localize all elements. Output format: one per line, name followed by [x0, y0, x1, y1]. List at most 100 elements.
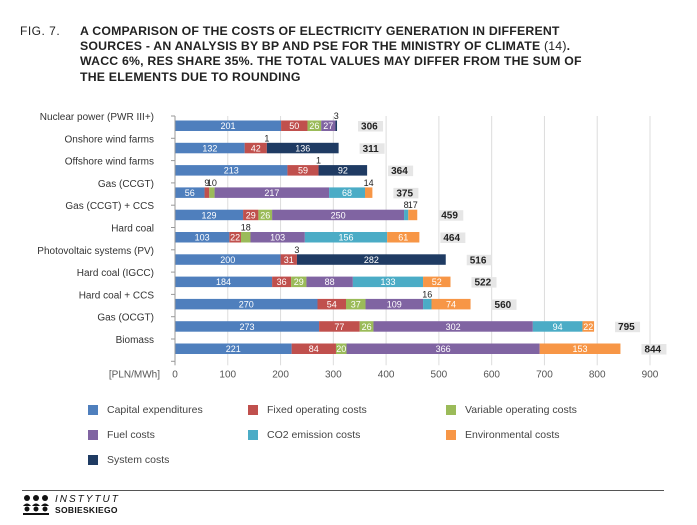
- data-label: 217: [264, 188, 279, 198]
- bar-segment: [204, 187, 210, 198]
- legend-item: Capital expenditures: [88, 404, 203, 416]
- figure-label: FIG. 7.: [20, 24, 61, 38]
- bar-segment: [175, 343, 292, 354]
- data-label: 153: [573, 344, 588, 354]
- data-label: 129: [202, 210, 217, 220]
- bar-segment: [296, 254, 446, 265]
- legend-swatch: [88, 455, 98, 465]
- brand-name-line2: SOBIESKIEGO: [55, 505, 118, 515]
- bar-segment: [404, 209, 409, 221]
- category-label: Biomass: [116, 335, 154, 346]
- category-label: Offshore wind farms: [65, 157, 154, 168]
- total-label: 844: [644, 345, 661, 356]
- people-logo-icon: [23, 495, 49, 515]
- legend-swatch: [248, 405, 258, 415]
- bar-segment: [319, 321, 360, 332]
- x-tick-label: 100: [219, 369, 236, 380]
- bar-segment: [335, 120, 338, 131]
- bar-segment: [214, 187, 330, 198]
- category-label: Onshore wind farms: [65, 134, 154, 145]
- legend-swatch: [446, 430, 456, 440]
- x-tick-label: 400: [378, 369, 395, 380]
- bar-segment: [272, 276, 292, 288]
- data-label: 84: [309, 344, 319, 354]
- bar-segment: [307, 120, 322, 131]
- total-label: 516: [470, 255, 487, 266]
- total-label-box: [615, 321, 641, 333]
- total-label: 306: [361, 122, 378, 133]
- category-label: Photovoltaic systems (PV): [37, 246, 154, 257]
- figure-title-tail: . WACC 6%, RES SHARE 35%. THE TOTAL VALU…: [80, 39, 582, 84]
- legend-swatch: [446, 405, 456, 415]
- bar-segment: [258, 209, 273, 221]
- bar-segment: [365, 187, 373, 198]
- total-label: 795: [618, 322, 635, 333]
- data-label: 250: [331, 210, 346, 220]
- bar-segment: [175, 232, 230, 243]
- legend-label: System costs: [107, 454, 170, 466]
- bar-segment: [175, 321, 320, 332]
- bar-segment: [359, 321, 374, 332]
- data-label: 213: [224, 166, 239, 176]
- data-label: 14: [364, 178, 374, 188]
- bar-segment: [582, 321, 595, 332]
- total-label: 375: [396, 188, 413, 199]
- data-label: 29: [246, 210, 256, 220]
- category-label: Gas (CCGT): [98, 179, 154, 190]
- total-label-box: [359, 143, 385, 154]
- data-label: 3: [334, 111, 339, 121]
- bar-segment: [287, 165, 319, 176]
- data-label: 22: [583, 322, 593, 332]
- total-label-box: [491, 299, 517, 310]
- bar-segment: [291, 276, 307, 288]
- bar-segment: [175, 120, 282, 131]
- bar-segment: [272, 209, 405, 221]
- x-tick-label: 300: [325, 369, 342, 380]
- x-tick-label: 0: [172, 369, 178, 380]
- bar-segment: [346, 298, 366, 310]
- total-label: 464: [443, 233, 460, 244]
- total-label-box: [440, 232, 466, 243]
- bar-segment: [280, 254, 297, 265]
- data-label: 31: [284, 255, 294, 265]
- data-label: 184: [216, 277, 231, 287]
- bar-segment: [321, 120, 336, 131]
- bar-segment: [408, 209, 418, 221]
- bar-segment: [266, 142, 339, 154]
- total-label-box: [466, 254, 492, 266]
- data-label: 133: [380, 277, 395, 287]
- data-label: 103: [195, 233, 210, 243]
- x-tick-label: 200: [272, 369, 289, 380]
- data-label: 77: [334, 322, 344, 332]
- data-label: 50: [289, 121, 299, 131]
- legend-swatch: [88, 430, 98, 440]
- data-label: 17: [408, 200, 418, 210]
- bar-segment: [175, 187, 205, 198]
- category-label: Gas (CCGT) + CCS: [65, 201, 154, 212]
- bar-segment: [175, 254, 281, 265]
- data-label: 68: [342, 188, 352, 198]
- stacked-bar-chart: 0 100 200 300 400 500 600 700 800 900 [PLN/MWh] Nuc…: [37, 111, 667, 380]
- data-label: 59: [298, 166, 308, 176]
- data-label: 109: [387, 300, 402, 310]
- legend-label: CO2 emission costs: [267, 429, 361, 441]
- legend-swatch: [88, 405, 98, 415]
- data-label: 1: [316, 156, 321, 166]
- bar-segment: [532, 321, 583, 332]
- x-tick-label: 800: [589, 369, 606, 380]
- data-label: 273: [240, 322, 255, 332]
- category-label: Nuclear power (PWR III+): [40, 112, 154, 123]
- legend-item: Environmental costs: [446, 429, 560, 441]
- bar-segment: [352, 276, 424, 288]
- bar-segment: [317, 298, 346, 310]
- data-label: 42: [251, 143, 261, 153]
- data-label: 9: [204, 178, 209, 188]
- total-label: 522: [475, 278, 492, 289]
- x-tick-label: 900: [642, 369, 659, 380]
- bar-segment: [244, 142, 267, 154]
- bar-segment: [335, 343, 347, 354]
- total-label: 364: [391, 166, 408, 177]
- bar-segment: [431, 298, 471, 310]
- data-label: 61: [398, 233, 408, 243]
- legend-item: System costs: [88, 454, 169, 466]
